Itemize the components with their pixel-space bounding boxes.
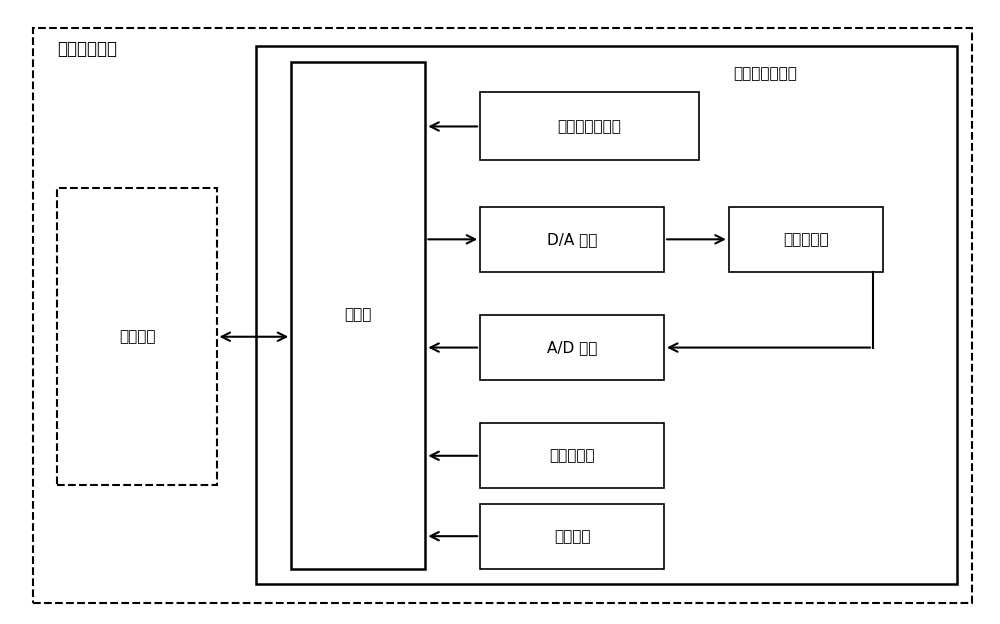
Text: D/A 转换: D/A 转换 bbox=[547, 232, 597, 247]
Text: A/D 转换: A/D 转换 bbox=[547, 340, 597, 355]
Text: 温湿度传感单元: 温湿度传感单元 bbox=[734, 66, 798, 81]
Bar bbox=[256, 46, 957, 584]
Bar bbox=[57, 188, 217, 485]
Text: 整套检测装置: 整套检测装置 bbox=[57, 40, 117, 58]
Text: 单片机: 单片机 bbox=[345, 308, 372, 323]
Text: 检测单元: 检测单元 bbox=[119, 329, 155, 344]
Bar bbox=[729, 207, 883, 272]
Bar bbox=[291, 62, 425, 568]
Bar bbox=[480, 92, 699, 160]
Text: 信号放大器: 信号放大器 bbox=[783, 232, 829, 247]
Text: 温湿度敏感元件: 温湿度敏感元件 bbox=[558, 119, 621, 134]
Bar bbox=[480, 504, 664, 568]
Bar bbox=[480, 423, 664, 488]
Text: 复位电路: 复位电路 bbox=[554, 529, 590, 544]
Bar bbox=[480, 207, 664, 272]
Bar bbox=[480, 315, 664, 380]
Text: 程序下载口: 程序下载口 bbox=[549, 448, 595, 463]
